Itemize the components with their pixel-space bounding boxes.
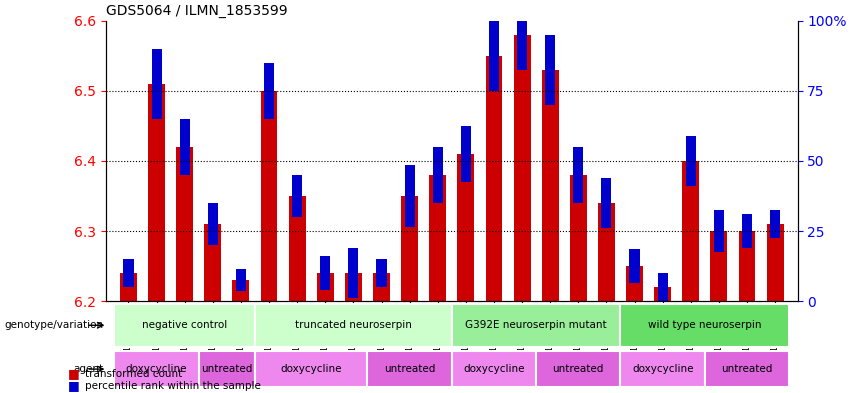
Bar xyxy=(345,273,362,301)
Bar xyxy=(626,266,643,301)
Text: untreated: untreated xyxy=(201,364,253,374)
Text: wild type neuroserpin: wild type neuroserpin xyxy=(648,320,762,330)
Text: doxycycline: doxycycline xyxy=(281,364,342,374)
Bar xyxy=(180,119,190,175)
Text: genotype/variation: genotype/variation xyxy=(4,320,103,330)
Text: agent: agent xyxy=(73,364,103,374)
Text: untreated: untreated xyxy=(384,364,436,374)
Bar xyxy=(658,273,668,301)
Bar xyxy=(151,49,162,119)
Bar xyxy=(630,249,640,283)
Bar xyxy=(208,203,218,245)
Bar xyxy=(570,175,586,301)
Text: transformed count: transformed count xyxy=(85,369,182,379)
Bar xyxy=(574,147,584,203)
Bar xyxy=(292,175,302,217)
FancyBboxPatch shape xyxy=(199,351,255,387)
Bar xyxy=(542,70,558,301)
FancyBboxPatch shape xyxy=(114,351,199,387)
FancyBboxPatch shape xyxy=(620,351,705,387)
Bar xyxy=(148,84,165,301)
FancyBboxPatch shape xyxy=(114,303,255,347)
Bar xyxy=(767,224,784,301)
Bar xyxy=(429,175,446,301)
Text: doxycycline: doxycycline xyxy=(126,364,187,374)
Bar xyxy=(348,248,358,298)
Text: doxycycline: doxycycline xyxy=(463,364,525,374)
Bar xyxy=(770,210,780,238)
Bar xyxy=(204,224,221,301)
Bar xyxy=(260,91,277,301)
Bar xyxy=(264,62,274,119)
Bar xyxy=(598,203,615,301)
FancyBboxPatch shape xyxy=(368,351,452,387)
Bar xyxy=(236,269,246,291)
Bar xyxy=(432,147,443,203)
FancyBboxPatch shape xyxy=(452,303,620,347)
Text: truncated neuroserpin: truncated neuroserpin xyxy=(295,320,412,330)
Text: untreated: untreated xyxy=(722,364,773,374)
FancyBboxPatch shape xyxy=(705,351,789,387)
Bar xyxy=(602,178,612,228)
Bar xyxy=(711,231,728,301)
Text: untreated: untreated xyxy=(552,364,604,374)
Bar xyxy=(654,287,671,301)
Bar xyxy=(517,0,527,70)
Bar xyxy=(120,273,137,301)
Bar xyxy=(288,196,306,301)
FancyBboxPatch shape xyxy=(620,303,789,347)
Bar xyxy=(686,136,696,186)
Bar xyxy=(714,210,724,252)
Bar xyxy=(404,165,414,227)
Text: ■: ■ xyxy=(68,367,80,380)
Text: percentile rank within the sample: percentile rank within the sample xyxy=(85,381,261,391)
Text: ■: ■ xyxy=(68,379,80,392)
Bar xyxy=(232,280,249,301)
Bar xyxy=(320,256,330,290)
Text: GDS5064 / ILMN_1853599: GDS5064 / ILMN_1853599 xyxy=(106,4,288,18)
Text: negative control: negative control xyxy=(142,320,227,330)
Bar xyxy=(514,35,530,301)
Bar xyxy=(373,273,390,301)
FancyBboxPatch shape xyxy=(536,351,620,387)
Bar xyxy=(401,196,418,301)
Bar xyxy=(176,147,193,301)
Text: doxycycline: doxycycline xyxy=(632,364,694,374)
Bar xyxy=(489,20,499,91)
Bar xyxy=(376,259,386,287)
Bar xyxy=(739,231,756,301)
Bar xyxy=(545,35,555,105)
Bar xyxy=(460,126,471,182)
Text: G392E neuroserpin mutant: G392E neuroserpin mutant xyxy=(465,320,607,330)
Bar xyxy=(317,273,334,301)
Bar xyxy=(742,214,752,248)
FancyBboxPatch shape xyxy=(255,303,452,347)
FancyBboxPatch shape xyxy=(452,351,536,387)
Bar xyxy=(458,154,474,301)
Bar xyxy=(683,161,700,301)
FancyBboxPatch shape xyxy=(255,351,368,387)
Bar xyxy=(123,259,134,287)
Bar xyxy=(486,56,502,301)
